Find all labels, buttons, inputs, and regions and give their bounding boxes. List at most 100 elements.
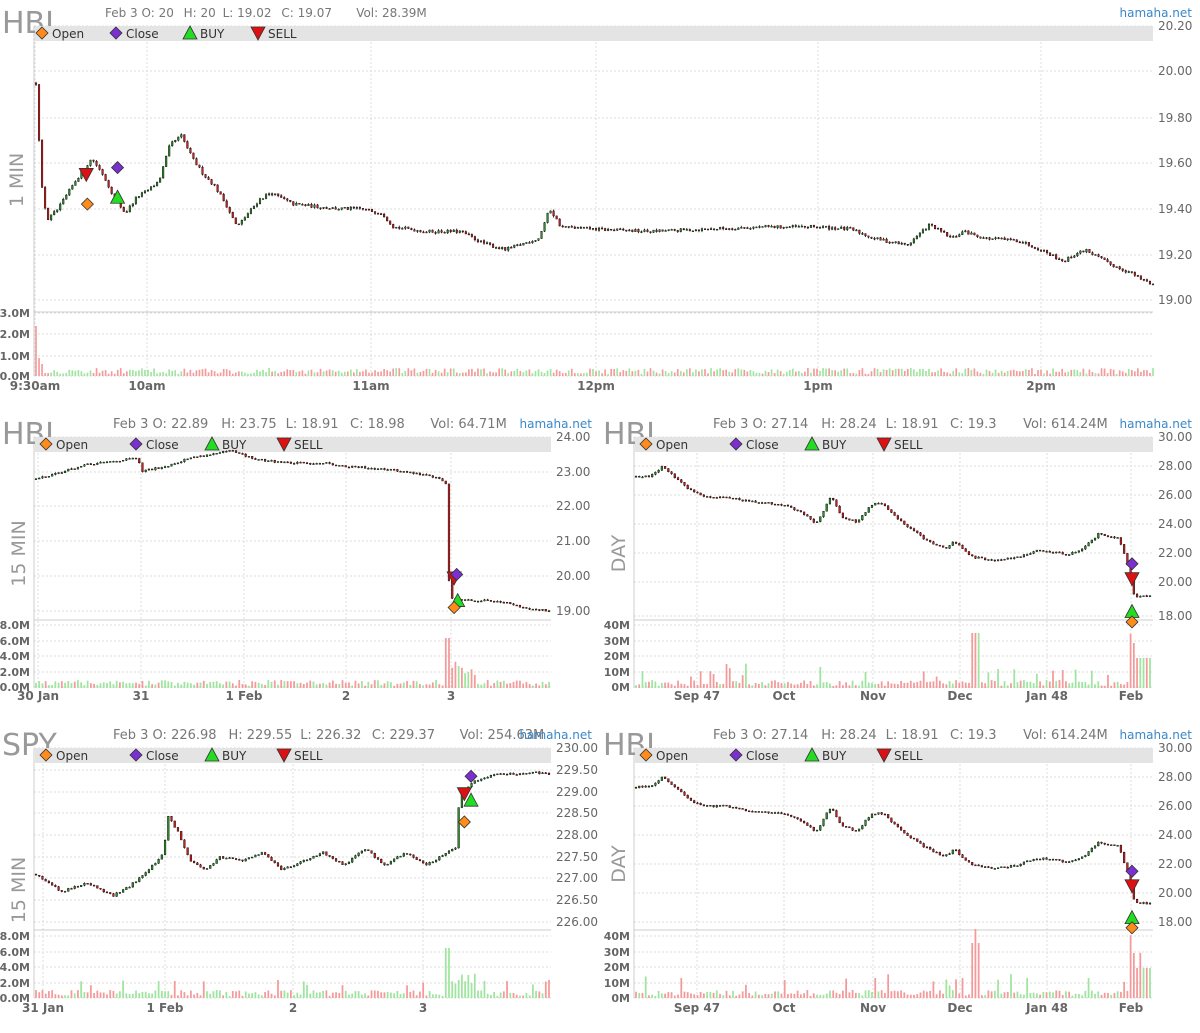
volume-bar: [922, 368, 924, 376]
volume-bar: [770, 680, 773, 688]
candle-body: [225, 200, 228, 208]
brand-link[interactable]: hamaha.net: [1120, 6, 1193, 20]
volume-bar: [900, 368, 903, 376]
volume-bar: [1046, 370, 1048, 376]
candle-body: [1124, 270, 1127, 273]
brand-link[interactable]: hamaha.net: [1120, 417, 1193, 431]
volume-bar: [961, 373, 964, 376]
candle-body: [480, 600, 483, 603]
candle-body: [670, 229, 673, 231]
candle-body: [105, 461, 109, 464]
volume-bar: [399, 994, 402, 998]
candle-body: [163, 840, 167, 856]
brand-link[interactable]: hamaha.net: [520, 417, 593, 431]
volume-bar: [1127, 368, 1130, 376]
volume-bar: [635, 685, 637, 688]
volume-bar: [219, 990, 221, 998]
candle-body: [1091, 252, 1094, 255]
volume-bar: [360, 681, 363, 688]
volume-bar: [325, 990, 328, 998]
volume-bar: [648, 995, 650, 998]
volume-bar: [464, 981, 466, 998]
candle-body: [832, 498, 835, 501]
brand-link[interactable]: hamaha.net: [520, 728, 593, 742]
volume-bar: [280, 680, 283, 688]
volume-bar: [244, 372, 246, 376]
x-tick-label: 3: [447, 689, 455, 703]
volume-bar: [1055, 680, 1058, 688]
volume-bar: [510, 371, 513, 376]
volume-bar: [1010, 974, 1012, 998]
candle-body: [431, 861, 434, 864]
volume-tick-label: 20M: [604, 961, 630, 974]
volume-bar: [1016, 682, 1019, 688]
volume-bar: [644, 682, 647, 688]
candle-body: [383, 862, 386, 866]
volume-bar: [1082, 368, 1085, 376]
candle-body: [457, 807, 460, 849]
candle-body: [452, 229, 455, 232]
volume-bar: [328, 995, 331, 998]
volume-bar: [1142, 968, 1145, 998]
volume-bar: [622, 370, 625, 376]
candle-body: [921, 229, 924, 234]
volume-bar: [106, 994, 108, 998]
candle-body: [496, 773, 499, 776]
candle-body: [231, 212, 234, 218]
candle-body: [373, 852, 376, 858]
volume-bar: [598, 370, 600, 376]
candle-body: [364, 849, 367, 852]
volume-bar: [302, 981, 305, 998]
candle-body: [319, 207, 322, 210]
candle-body: [737, 227, 740, 230]
candle-body: [964, 857, 967, 861]
volume-bar: [338, 683, 341, 688]
volume-bar: [867, 682, 870, 688]
volume-bar: [840, 370, 843, 376]
volume-bar: [1009, 370, 1012, 376]
candle-body: [76, 467, 80, 470]
candle-body: [870, 236, 873, 239]
volume-bar: [454, 983, 457, 998]
volume-bar: [704, 369, 706, 376]
candle-body: [1052, 254, 1055, 256]
candle-body: [702, 494, 705, 497]
candle-body: [654, 782, 657, 786]
volume-bar: [540, 371, 543, 376]
volume-bar: [452, 368, 455, 376]
volume-bar: [685, 369, 688, 376]
volume-bar: [651, 994, 654, 998]
volume-bar: [234, 372, 237, 376]
candle-body: [95, 160, 98, 166]
candle-body: [909, 242, 912, 246]
volume-bar: [1064, 372, 1067, 376]
candle-body: [53, 211, 56, 216]
volume-bar: [373, 990, 376, 998]
candle-body: [238, 452, 241, 454]
volume-bar: [1029, 992, 1032, 998]
candle-body: [34, 82, 38, 85]
brand-link[interactable]: hamaha.net: [1120, 728, 1193, 742]
volume-bar: [787, 682, 789, 688]
volume-bar: [189, 683, 192, 688]
volume-tick-label: 8.0M: [0, 619, 30, 632]
candle-body: [1139, 596, 1142, 598]
volume-bar: [938, 990, 941, 998]
legend-buy-label: BUY: [222, 438, 247, 452]
volume-bar: [301, 370, 304, 376]
candle-body: [647, 785, 651, 788]
volume-bar: [315, 992, 318, 998]
volume-bar: [1087, 978, 1090, 998]
candle-body: [389, 861, 392, 865]
candle-body: [683, 482, 686, 486]
candle-body: [367, 849, 370, 851]
volume-bar: [219, 372, 222, 376]
candle-body: [857, 519, 861, 523]
volume-bar: [1079, 372, 1082, 376]
volume-tick-label: 10M: [604, 666, 630, 679]
volume-bar: [743, 369, 746, 376]
open-marker: [80, 197, 94, 211]
volume-bar: [183, 368, 186, 376]
candle-body: [216, 184, 219, 192]
candle-body: [315, 463, 318, 465]
